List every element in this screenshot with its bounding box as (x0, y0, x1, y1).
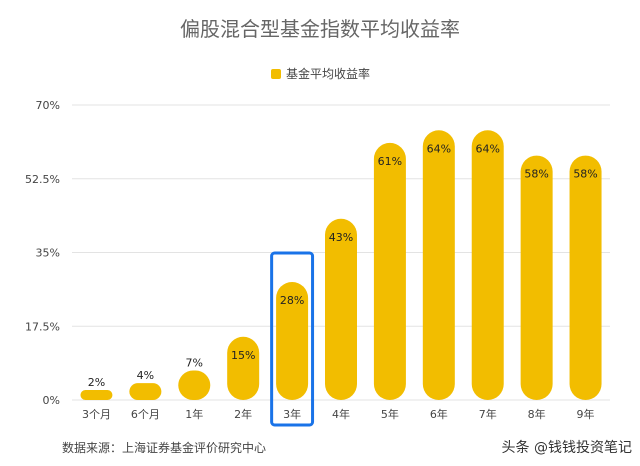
x-tick-label: 5年 (381, 407, 399, 421)
x-tick-label: 6个月 (131, 408, 160, 421)
value-label: 4% (137, 369, 154, 382)
value-label: 15% (231, 349, 255, 362)
bar-5年 (373, 142, 406, 400)
bar-1年 (178, 370, 211, 400)
bars (80, 130, 602, 401)
x-tick-label: 3个月 (82, 408, 111, 421)
bar-4年 (325, 218, 357, 400)
value-labels: 2% 4% 7% 15% 28% 43% 61% 64% 64% 58% 58% (88, 142, 598, 389)
x-tick-label: 1年 (185, 407, 203, 421)
legend: 基金平均收益率 (271, 66, 370, 81)
legend-label: 基金平均收益率 (286, 66, 370, 81)
bar-6个月 (129, 383, 162, 400)
y-tick-label: 17.5% (25, 320, 60, 333)
value-label: 28% (280, 294, 304, 307)
x-tick-label: 3年 (283, 407, 301, 421)
x-tick-label: 4年 (332, 407, 350, 421)
value-label: 7% (186, 357, 203, 370)
highlight-rect (270, 251, 315, 427)
x-tick-label: 8年 (528, 407, 546, 421)
value-label: 43% (329, 231, 353, 244)
highlight-box (270, 251, 315, 427)
value-label: 58% (524, 168, 548, 181)
x-tick-label: 7年 (479, 407, 497, 421)
bar-2年 (227, 336, 260, 400)
legend-swatch (271, 69, 281, 79)
bar-3个月 (80, 390, 113, 400)
value-label: 64% (476, 142, 500, 155)
y-tick-label: 70% (36, 99, 60, 112)
x-tick-label: 2年 (234, 407, 252, 421)
y-tick-label: 0% (43, 394, 60, 407)
y-axis: 0% 17.5% 35% 52.5% 70% (25, 99, 60, 407)
value-label: 2% (88, 376, 105, 389)
value-label: 58% (573, 168, 597, 181)
watermark: 头条 @钱钱投资笔记 (502, 439, 632, 456)
bar-6年 (422, 130, 455, 401)
chart-title: 偏股混合型基金指数平均收益率 (180, 17, 460, 41)
x-tick-label: 6年 (430, 407, 448, 421)
bar-8年 (520, 155, 553, 400)
x-tick-label: 9年 (577, 407, 595, 421)
bar-3年 (276, 282, 309, 400)
source-note: 数据来源：上海证券基金评价研究中心 (62, 440, 266, 455)
x-axis: 3个月 6个月 1年 2年 3年 4年 5年 6年 7年 8年 9年 (82, 407, 595, 421)
y-tick-label: 52.5% (25, 173, 60, 186)
bar-7年 (471, 130, 504, 401)
bar-9年 (569, 155, 602, 400)
value-label: 61% (378, 155, 402, 168)
y-tick-label: 35% (36, 247, 60, 260)
value-label: 64% (427, 142, 451, 155)
